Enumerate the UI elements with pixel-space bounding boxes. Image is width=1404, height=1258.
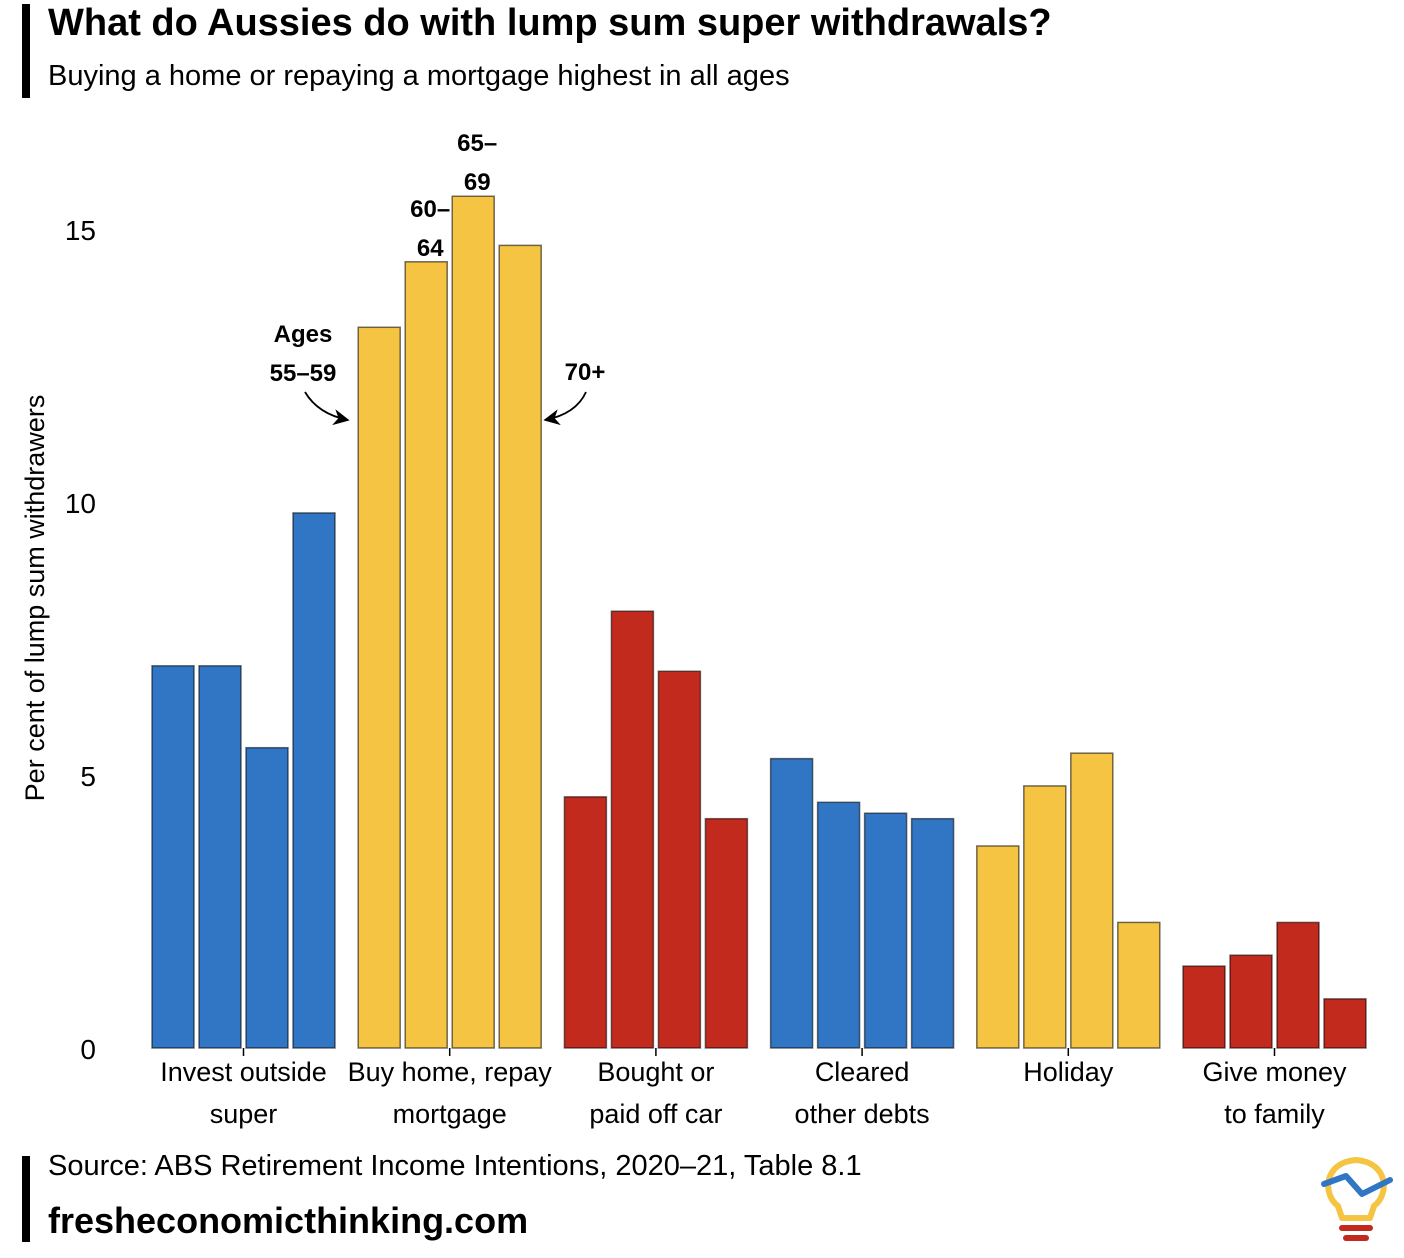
- annotation-label: 55–59: [270, 360, 337, 387]
- category-label: Give money: [1202, 1057, 1347, 1087]
- bar: [863, 812, 908, 1049]
- y-tick-label: 10: [65, 488, 96, 519]
- bar: [292, 512, 336, 1049]
- bar-group: [1182, 921, 1367, 1049]
- bar: [1117, 921, 1161, 1049]
- chart-subtitle: Buying a home or repaying a mortgage hig…: [48, 60, 790, 92]
- y-axis-label: Per cent of lump sum withdrawers: [20, 395, 50, 802]
- category-label: Cleared: [815, 1057, 910, 1087]
- annotation-label: 64: [417, 235, 444, 262]
- bar: [451, 195, 495, 1049]
- bar: [151, 665, 195, 1049]
- y-axis: 0 5 10 15 Per cent of lump sum withdrawers: [20, 215, 96, 1065]
- bar-group: [151, 512, 336, 1049]
- bar: [245, 746, 289, 1049]
- annotation-label: 69: [464, 169, 491, 196]
- category-label: mortgage: [393, 1099, 507, 1129]
- category-label: Invest outside: [160, 1057, 327, 1087]
- x-axis: Invest outside super Buy home, repay mortga…: [160, 1048, 1347, 1129]
- bar-group: [357, 195, 542, 1049]
- bar: [563, 796, 608, 1049]
- category-label: super: [210, 1099, 278, 1129]
- bar: [404, 261, 448, 1049]
- annotation-label: 70+: [565, 359, 606, 386]
- annotation-label: 60–: [410, 196, 450, 223]
- bar-chart: 0 5 10 15 Per cent of lump sum withdrawers I…: [20, 130, 1367, 1129]
- source-note: Source: ABS Retirement Income Intentions…: [48, 1150, 862, 1182]
- bar: [1023, 785, 1067, 1049]
- footer-accent-bar: [22, 1156, 30, 1242]
- lightbulb-logo-icon: [1321, 1157, 1393, 1241]
- category-label: to family: [1224, 1099, 1325, 1129]
- category-label: Bought or: [597, 1057, 714, 1087]
- category-label: Buy home, repay: [348, 1057, 553, 1087]
- annotation-arrow: [543, 391, 587, 426]
- bar-group: [563, 610, 749, 1049]
- bar: [610, 610, 655, 1049]
- annotation-arrow: [304, 391, 350, 426]
- bar: [704, 817, 749, 1049]
- bar: [976, 845, 1020, 1049]
- bar: [357, 326, 401, 1049]
- annotation-label: Ages: [274, 321, 333, 348]
- bar: [1323, 998, 1367, 1049]
- category-label: other debts: [795, 1099, 930, 1129]
- site-url: fresheconomicthinking.com: [48, 1200, 529, 1241]
- bar: [198, 665, 242, 1049]
- category-label: paid off car: [589, 1099, 722, 1129]
- bar: [498, 244, 542, 1049]
- bar: [816, 801, 861, 1049]
- annotation-label: 65–: [457, 130, 497, 157]
- category-label: Holiday: [1023, 1057, 1114, 1087]
- title-accent-bar: [22, 4, 30, 98]
- bar: [1182, 965, 1226, 1049]
- bar: [1229, 954, 1273, 1049]
- y-tick-label: 5: [80, 761, 96, 792]
- chart-title: What do Aussies do with lump sum super w…: [48, 2, 1052, 44]
- y-tick-label: 0: [80, 1034, 96, 1065]
- bar: [657, 670, 702, 1049]
- bar: [769, 757, 814, 1049]
- bars-layer: [151, 195, 1367, 1049]
- y-tick-label: 15: [65, 215, 96, 246]
- age-annotations: Ages 55–59 60– 64 65– 69 70+: [270, 130, 606, 426]
- bar-group: [976, 752, 1161, 1049]
- bar: [910, 817, 955, 1049]
- bar-group: [769, 757, 955, 1049]
- bar: [1276, 921, 1320, 1049]
- bar: [1070, 752, 1114, 1049]
